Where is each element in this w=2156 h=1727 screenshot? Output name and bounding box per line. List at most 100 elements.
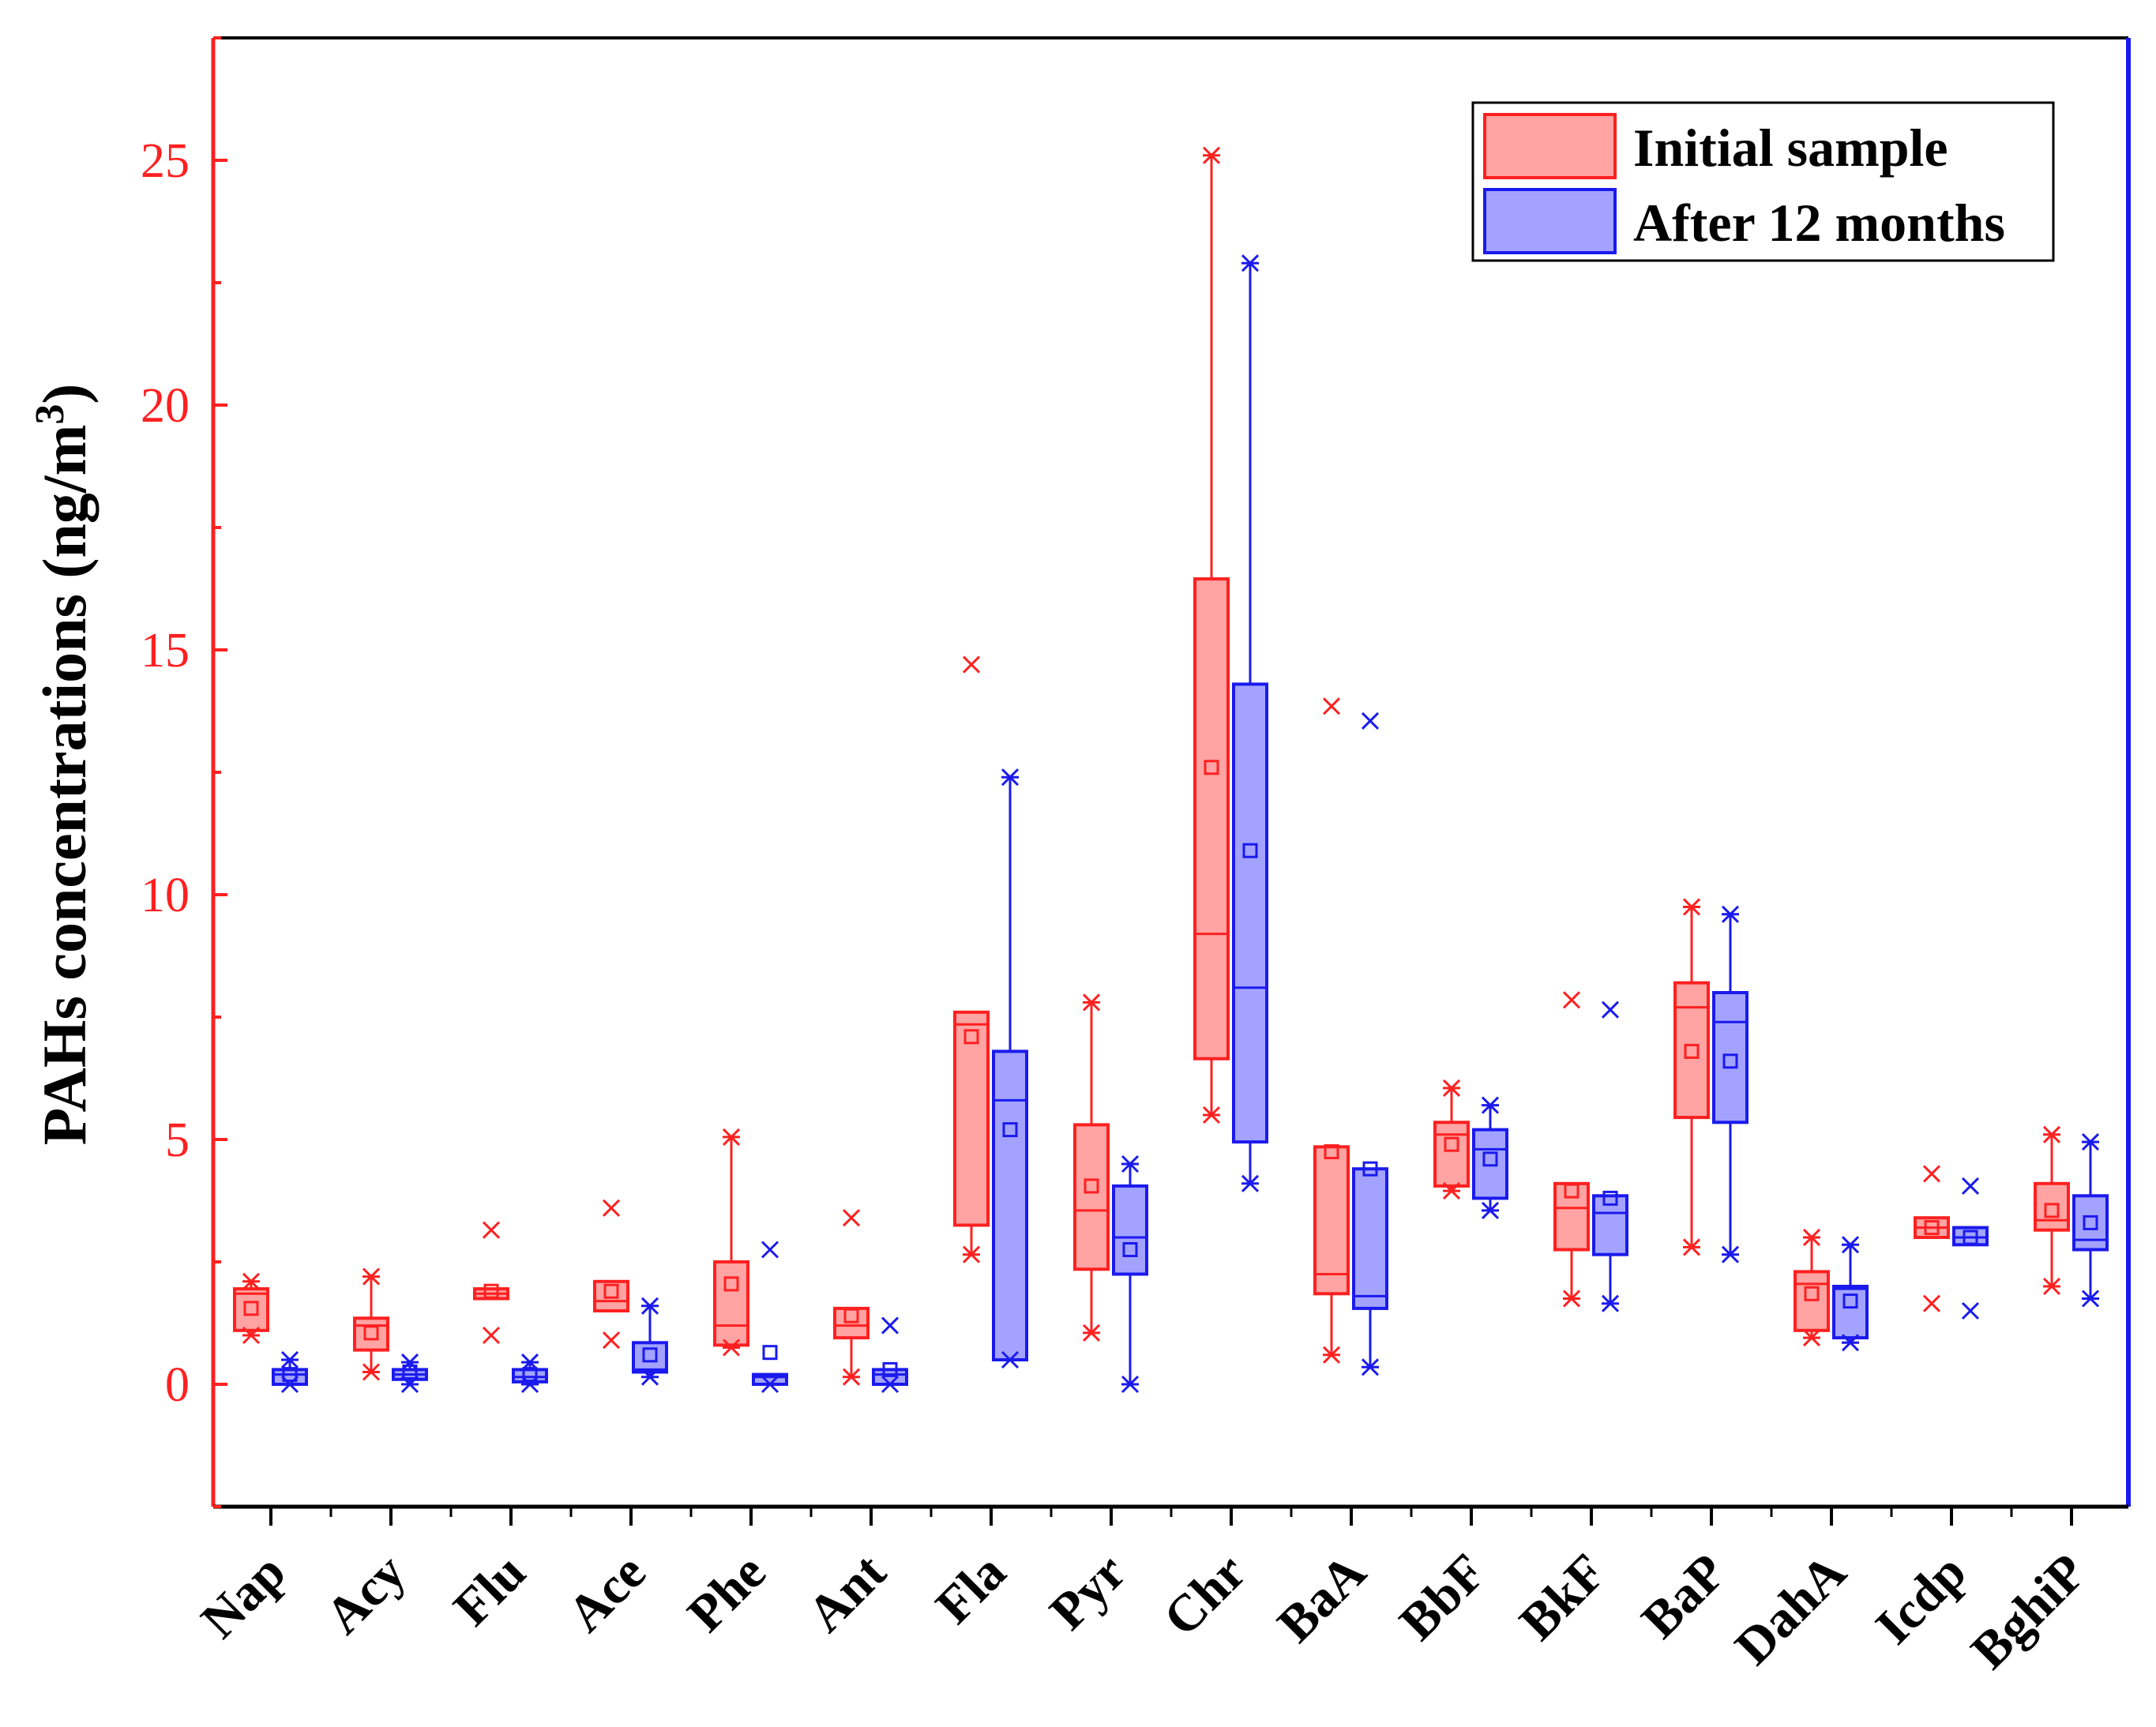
mean-marker: [1242, 843, 1258, 858]
max-marker: [1922, 1165, 1941, 1183]
mean-marker: [1602, 1190, 1618, 1206]
box-after-pyr: [1112, 1154, 1148, 1394]
legend-label-after: After 12 months: [1633, 193, 2005, 253]
mean-marker: [603, 1283, 619, 1299]
mean-marker: [1924, 1220, 1940, 1236]
x-category-label: Acy: [314, 1543, 416, 1645]
box-initial-ant: [833, 1209, 870, 1386]
mean-marker: [963, 1029, 979, 1045]
box-initial-bghip: [2034, 1125, 2070, 1296]
max-marker: [1442, 1079, 1461, 1097]
max-marker: [722, 1128, 741, 1146]
max-marker: [1562, 991, 1581, 1009]
y-axis-title: PAHs concentrations (ng/m3): [28, 384, 99, 1146]
mean-marker: [402, 1365, 418, 1380]
min-marker: [1001, 1350, 1020, 1369]
max-marker: [842, 1209, 861, 1227]
min-marker: [1241, 1174, 1260, 1192]
max-marker: [280, 1350, 299, 1369]
legend: Initial sample After 12 months: [1471, 101, 2055, 262]
legend-swatch-after: [1483, 188, 1617, 254]
max-marker: [1001, 768, 1020, 787]
min-marker: [1961, 1301, 1980, 1320]
box-initial-phe: [713, 1128, 749, 1357]
box-initial-ace: [593, 1199, 629, 1350]
box-initial-baa: [1313, 697, 1350, 1364]
y-axis-title-close: ): [30, 384, 99, 404]
box-initial-bkf: [1553, 991, 1590, 1308]
mean-marker: [642, 1347, 658, 1363]
x-category-label: DahA: [1724, 1543, 1857, 1676]
max-marker: [1682, 898, 1701, 916]
box-after-nap: [272, 1350, 308, 1394]
box-initial-bbf: [1433, 1079, 1470, 1200]
mean-marker: [1804, 1286, 1820, 1301]
mean-marker: [522, 1367, 538, 1383]
box-after-chr: [1232, 254, 1268, 1192]
box-after-ant: [872, 1316, 908, 1394]
box-series: [233, 146, 2109, 1394]
mean-marker: [1684, 1043, 1700, 1059]
min-marker: [640, 1368, 659, 1386]
y-tick-label: 25: [141, 134, 190, 188]
min-marker: [1442, 1182, 1461, 1200]
x-category-label: Ant: [797, 1543, 897, 1643]
mean-marker: [1324, 1144, 1339, 1159]
max-marker: [2042, 1125, 2061, 1143]
mean-marker: [1204, 760, 1219, 775]
max-marker: [2081, 1133, 2100, 1151]
box-initial-bap: [1673, 898, 1710, 1256]
x-axis-ticks: Nap Acy Flu Ace Phe Ant Fla Pyr Chr BaA BbF BkF BaPD…: [190, 1507, 2098, 1680]
iqr-box: [833, 1306, 870, 1340]
y-tick-label: 5: [165, 1113, 190, 1167]
max-marker: [1241, 254, 1260, 272]
min-marker: [1121, 1375, 1140, 1394]
mean-marker: [2044, 1203, 2060, 1218]
box-after-flu: [512, 1353, 548, 1394]
x-category-label: Nap: [190, 1543, 297, 1650]
box-initial-fla: [953, 655, 990, 1263]
max-marker: [881, 1316, 900, 1335]
min-marker: [722, 1338, 741, 1357]
mean-marker: [2083, 1215, 2098, 1230]
x-category-label: BbF: [1388, 1543, 1497, 1651]
iqr-box: [1313, 1145, 1350, 1296]
iqr-box: [2034, 1181, 2070, 1232]
box-after-ace: [632, 1297, 668, 1386]
min-marker: [2042, 1277, 2061, 1296]
box-initial-daha: [1794, 1228, 1830, 1347]
iqr-box: [2072, 1194, 2109, 1252]
mean-marker: [1444, 1136, 1459, 1152]
min-marker: [1682, 1238, 1701, 1256]
max-marker: [1481, 1096, 1500, 1114]
max-marker: [602, 1199, 621, 1217]
iqr-box: [632, 1341, 668, 1374]
iqr-box: [1673, 981, 1710, 1120]
max-marker: [1202, 146, 1221, 164]
max-marker: [1802, 1228, 1821, 1247]
min-marker: [1802, 1329, 1821, 1347]
mean-marker: [282, 1367, 298, 1383]
legend-label-initial: Initial sample: [1633, 118, 1948, 178]
min-marker: [1361, 1358, 1380, 1376]
min-marker: [280, 1375, 299, 1394]
box-initial-icdp: [1914, 1165, 1950, 1312]
box-after-icdp: [1952, 1177, 1989, 1320]
y-axis-ticks: 0 5 10 15 20 25: [141, 36, 227, 1508]
min-marker: [881, 1375, 900, 1394]
max-marker: [1601, 1001, 1620, 1019]
box-initial-nap: [233, 1272, 269, 1345]
box-after-fla: [992, 768, 1028, 1369]
mean-marker: [1564, 1183, 1579, 1199]
min-marker: [400, 1375, 419, 1394]
y-tick-label: 15: [141, 624, 190, 678]
mean-marker: [1722, 1053, 1738, 1069]
x-category-label: Flu: [443, 1543, 537, 1637]
max-marker: [1082, 993, 1101, 1012]
min-marker: [1922, 1294, 1941, 1312]
min-marker: [1322, 1346, 1341, 1364]
max-marker: [242, 1272, 261, 1290]
y-axis-title-superscript: 3: [28, 404, 73, 425]
min-marker: [602, 1331, 621, 1350]
